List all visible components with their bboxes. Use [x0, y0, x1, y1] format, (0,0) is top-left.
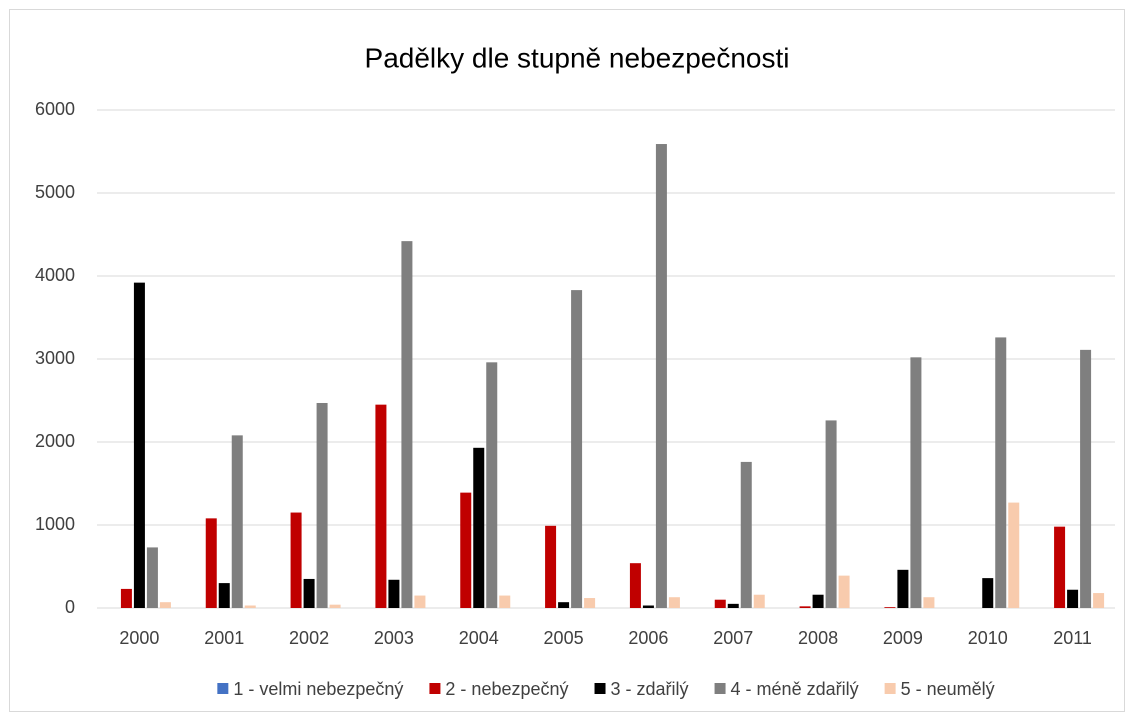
bar: [1054, 526, 1066, 608]
bar: [205, 518, 217, 608]
bar: [146, 547, 158, 608]
x-tick-label: 2008: [798, 628, 838, 648]
x-tick-label: 2009: [883, 628, 923, 648]
bar: [727, 603, 739, 608]
bar: [629, 563, 641, 608]
y-tick-label: 6000: [35, 99, 75, 119]
bar: [923, 597, 935, 608]
x-tick-label: 2002: [289, 628, 329, 648]
bar: [753, 594, 765, 608]
x-tick-label: 2011: [1053, 628, 1092, 648]
y-tick-label: 2000: [35, 431, 75, 451]
y-tick-label: 3000: [35, 348, 75, 368]
x-tick-label: 2010: [968, 628, 1008, 648]
bar: [910, 357, 922, 608]
legend-swatch: [429, 683, 441, 694]
chart-frame: [9, 9, 1125, 712]
x-tick-label: 2004: [459, 628, 499, 648]
bar: [231, 435, 243, 608]
bar: [244, 605, 256, 608]
x-tick-label: 2003: [374, 628, 414, 648]
bar: [740, 461, 752, 608]
bar: [825, 420, 837, 608]
legend-swatch: [714, 683, 726, 694]
bar: [159, 602, 171, 608]
legend-label: 3 - zdařilý: [611, 679, 689, 699]
bar: [473, 447, 485, 608]
bar: [120, 588, 132, 608]
x-tick-label: 2005: [544, 628, 584, 648]
bar: [329, 604, 341, 608]
x-tick-label: 2001: [204, 628, 244, 648]
bar: [290, 512, 302, 608]
bar: [388, 579, 400, 608]
bar: [558, 602, 570, 608]
bar: [1093, 593, 1105, 608]
bar: [668, 597, 680, 608]
y-tick-label: 5000: [35, 182, 75, 202]
bar: [460, 492, 472, 608]
bar: [584, 598, 596, 608]
bar: [838, 575, 850, 608]
legend-label: 5 - neumělý: [901, 679, 995, 699]
legend-label: 2 - nebezpečný: [445, 679, 568, 699]
chart-title: Padělky dle stupně nebezpečnosti: [365, 42, 790, 73]
bar: [714, 599, 726, 608]
bar: [812, 594, 824, 608]
bar: [499, 595, 511, 608]
bar: [1008, 502, 1020, 608]
legend-swatch: [217, 683, 229, 694]
bar: [401, 241, 413, 608]
bar: [799, 606, 811, 608]
bar: [1080, 349, 1092, 608]
bar: [486, 362, 498, 608]
x-tick-label: 2000: [119, 628, 159, 648]
y-tick-label: 1000: [35, 514, 75, 534]
bar: [571, 290, 583, 608]
bar: [414, 595, 426, 608]
legend-swatch: [884, 683, 896, 694]
x-tick-label: 2007: [713, 628, 753, 648]
x-tick-label: 2006: [628, 628, 668, 648]
y-tick-label: 0: [65, 597, 75, 617]
bar: [1067, 589, 1079, 608]
y-tick-label: 4000: [35, 265, 75, 285]
bar: [545, 525, 557, 608]
bar: [303, 578, 315, 608]
bar: [884, 607, 896, 608]
legend-swatch: [594, 683, 606, 694]
bar: [642, 605, 654, 608]
bar: [897, 569, 909, 608]
bar: [316, 402, 328, 608]
bar: [218, 583, 230, 608]
legend-label: 1 - velmi nebezpečný: [233, 679, 403, 699]
bar: [375, 404, 387, 608]
legend-label: 4 - méně zdařilý: [731, 679, 859, 699]
bar: [982, 578, 994, 608]
bar: [133, 282, 145, 608]
bar: [655, 144, 667, 608]
bar: [995, 337, 1007, 608]
